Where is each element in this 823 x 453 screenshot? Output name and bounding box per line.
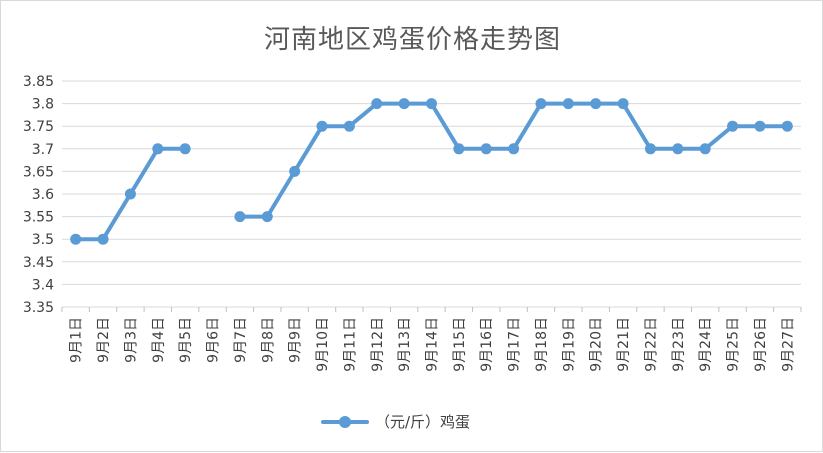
x-tick-label: 9月25日 xyxy=(726,317,742,372)
x-tick-label: 9月15日 xyxy=(452,317,468,372)
x-tick-label: 9月23日 xyxy=(671,317,687,372)
x-tick-label: 9月10日 xyxy=(315,317,331,372)
y-tick-label: 3.8 xyxy=(32,97,54,113)
y-tick-label: 3.75 xyxy=(23,119,54,135)
data-point xyxy=(781,120,793,132)
data-point xyxy=(453,143,465,155)
x-tick-label: 9月22日 xyxy=(643,317,659,372)
data-point xyxy=(727,120,739,132)
x-tick-label: 9月27日 xyxy=(780,317,796,372)
data-point xyxy=(371,98,383,110)
y-tick-label: 3.35 xyxy=(23,300,54,316)
x-tick-label: 9月9日 xyxy=(288,317,304,363)
y-tick-label: 3.4 xyxy=(32,277,54,293)
y-tick-label: 3.55 xyxy=(23,210,54,226)
data-point xyxy=(152,143,164,155)
series-line xyxy=(237,101,790,219)
data-point xyxy=(398,98,410,110)
data-point xyxy=(179,143,191,155)
data-point xyxy=(234,211,246,223)
data-point xyxy=(261,211,273,223)
x-tick-label: 9月19日 xyxy=(561,317,577,372)
data-point xyxy=(508,143,520,155)
x-tick-label: 9月21日 xyxy=(616,317,632,372)
x-tick-label: 9月26日 xyxy=(753,317,769,372)
data-point xyxy=(535,98,547,110)
data-point xyxy=(70,233,82,245)
legend: （元/斤）鸡蛋 xyxy=(321,409,470,433)
data-point xyxy=(699,143,711,155)
x-tick-label: 9月16日 xyxy=(479,317,495,372)
data-point xyxy=(644,143,656,155)
x-tick-label: 9月13日 xyxy=(397,317,413,372)
x-tick-label: 9月7日 xyxy=(233,317,249,363)
x-tick-label: 9月5日 xyxy=(178,317,194,363)
chart-title: 河南地区鸡蛋价格走势图 xyxy=(263,25,561,55)
x-tick-label: 9月6日 xyxy=(206,317,222,363)
x-tick-label: 9月2日 xyxy=(96,317,112,363)
data-point xyxy=(316,120,328,132)
x-tick-label: 9月14日 xyxy=(425,317,441,372)
x-tick-label: 9月24日 xyxy=(698,317,714,372)
data-point xyxy=(289,165,301,177)
data-point xyxy=(754,120,766,132)
y-tick-label: 3.7 xyxy=(32,142,54,158)
x-tick-label: 9月1日 xyxy=(69,317,85,363)
x-tick-label: 9月11日 xyxy=(342,317,358,372)
y-tick-label: 3.5 xyxy=(32,232,54,248)
x-tick-label: 9月12日 xyxy=(370,317,386,372)
data-point xyxy=(617,98,629,110)
x-tick-label: 9月3日 xyxy=(123,317,139,363)
y-tick-label: 3.6 xyxy=(32,187,54,203)
data-point xyxy=(124,188,136,200)
data-point xyxy=(97,233,109,245)
legend-label: （元/斤）鸡蛋 xyxy=(375,412,471,431)
data-point xyxy=(426,98,437,110)
x-tick-label: 9月4日 xyxy=(151,317,167,363)
data-point xyxy=(562,98,574,110)
data-point xyxy=(590,98,602,110)
y-tick-label: 3.45 xyxy=(23,255,54,271)
x-tick-label: 9月8日 xyxy=(260,317,276,363)
legend-swatch xyxy=(321,413,369,429)
data-point xyxy=(343,120,355,132)
x-tick-label: 9月17日 xyxy=(507,317,523,372)
data-point xyxy=(672,143,684,155)
y-tick-label: 3.85 xyxy=(23,74,54,90)
x-tick-label: 9月18日 xyxy=(534,317,550,372)
data-point xyxy=(480,143,492,155)
x-tick-label: 9月20日 xyxy=(589,317,605,372)
y-tick-label: 3.65 xyxy=(23,164,54,180)
